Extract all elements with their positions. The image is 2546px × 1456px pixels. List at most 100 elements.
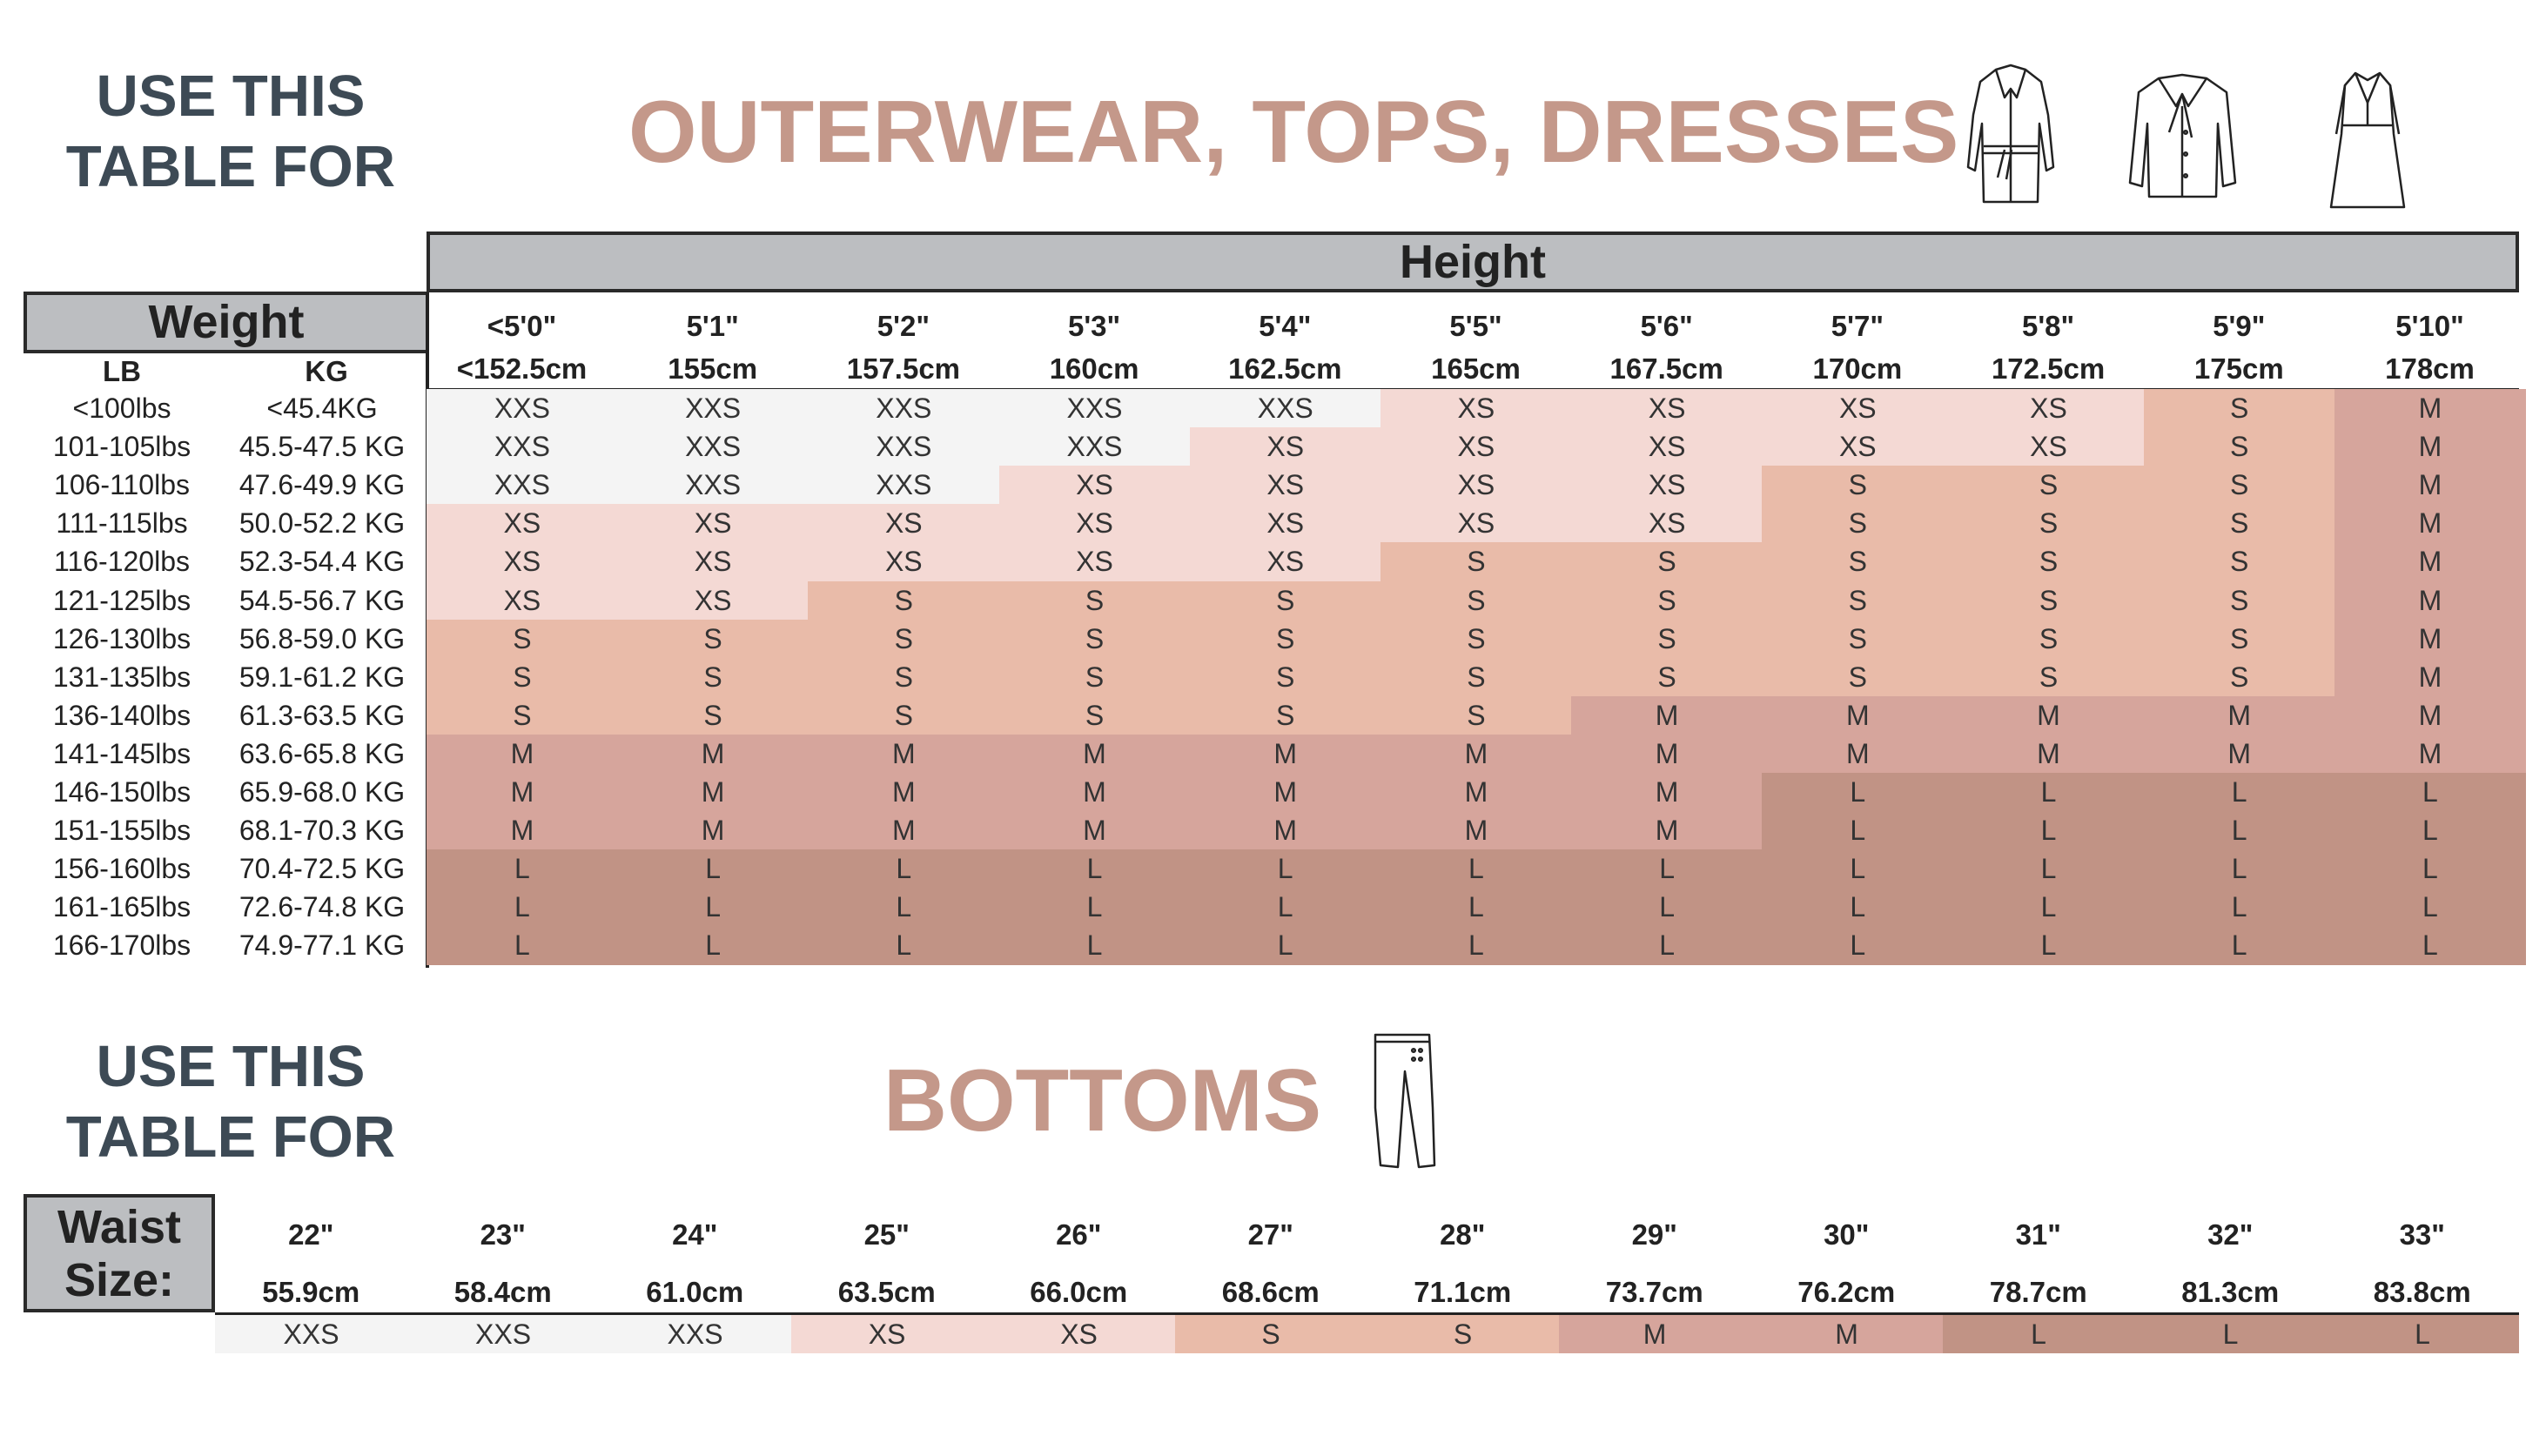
size-cell: S: [1762, 619, 1954, 659]
size-cell: M: [1571, 695, 1763, 735]
bottom-table-header-divider: [215, 1312, 2519, 1315]
height-cm-header: 167.5cm: [1609, 352, 1723, 385]
waist-cm-header: 55.9cm: [262, 1276, 360, 1308]
size-cell: M: [808, 773, 1000, 812]
size-cell: M: [2334, 427, 2526, 466]
height-header-label: Height: [1400, 236, 1546, 288]
size-cell: M: [2334, 466, 2526, 505]
size-cell: S: [998, 657, 1191, 697]
waist-size-cell: L: [2134, 1315, 2328, 1353]
size-cell: S: [998, 619, 1191, 659]
size-cell: XXS: [808, 389, 1000, 428]
size-cell: L: [427, 926, 618, 966]
weight-header-label: Weight: [148, 296, 305, 348]
size-cell: S: [1952, 504, 2145, 543]
weight-header: Weight: [24, 292, 429, 353]
waist-cm-header: 58.4cm: [453, 1276, 552, 1308]
size-cell: L: [808, 849, 1000, 889]
waist-cm-header: 83.8cm: [2373, 1276, 2471, 1308]
size-cell: S: [2143, 466, 2335, 505]
size-cell: L: [1762, 888, 1954, 927]
size-cell: XS: [617, 542, 809, 582]
size-cell: M: [998, 811, 1191, 850]
weight-lb-label: 101-105lbs: [52, 431, 191, 463]
waist-size-cell: XS: [790, 1315, 984, 1353]
size-cell: M: [1380, 773, 1572, 812]
height-cm-header: <152.5cm: [456, 352, 588, 385]
size-cell: L: [427, 888, 618, 927]
size-cell: XS: [1380, 504, 1572, 543]
size-cell: S: [1571, 619, 1763, 659]
size-cell: L: [2143, 888, 2335, 927]
weight-lb-label: 161-165lbs: [52, 891, 191, 923]
size-cell: XS: [1189, 504, 1381, 543]
lb-column-header: LB: [103, 355, 141, 387]
waist-cm-header: 81.3cm: [2181, 1276, 2280, 1308]
top-use-title: USE THIS TABLE FOR: [35, 61, 427, 202]
size-cell: L: [2143, 773, 2335, 812]
waist-size-cell: XXS: [406, 1315, 600, 1353]
size-cell: L: [427, 849, 618, 889]
size-cell: XS: [1952, 389, 2145, 428]
size-cell: S: [2143, 657, 2335, 697]
size-cell: L: [808, 888, 1000, 927]
height-ft-header: 5'2": [877, 310, 930, 342]
height-ft-header: <5'0": [487, 310, 557, 342]
height-ft-header: 5'4": [1259, 310, 1312, 342]
height-header: Height: [427, 231, 2519, 292]
size-cell: M: [998, 734, 1191, 774]
size-cell: M: [1762, 734, 1954, 774]
size-cell: L: [617, 888, 809, 927]
size-cell: L: [1571, 888, 1763, 927]
weight-lb-label: 131-135lbs: [52, 661, 191, 693]
size-cell: S: [998, 695, 1191, 735]
size-cell: S: [1762, 657, 1954, 697]
size-cell: M: [1952, 734, 2145, 774]
size-cell: XS: [1380, 466, 1572, 505]
waist-size-header: Waist Size:: [24, 1194, 215, 1312]
size-cell: S: [808, 580, 1000, 621]
size-cell: S: [617, 619, 809, 659]
height-ft-header: 5'7": [1831, 310, 1884, 342]
waist-inch-header: 32": [2207, 1218, 2254, 1251]
size-cell: S: [1952, 657, 2145, 697]
size-cell: S: [998, 580, 1191, 621]
size-cell: L: [808, 926, 1000, 966]
waist-cm-header: 63.5cm: [837, 1276, 936, 1308]
size-cell: L: [2334, 849, 2526, 889]
size-cell: XS: [427, 504, 618, 543]
size-cell: XXS: [427, 466, 618, 505]
height-ft-header: 5'5": [1449, 310, 1502, 342]
size-cell: XS: [1189, 427, 1381, 466]
waist-size-cell: L: [2326, 1315, 2519, 1353]
dress-icon: [2324, 68, 2411, 214]
size-cell: L: [2143, 811, 2335, 850]
size-cell: M: [2334, 580, 2526, 621]
waist-inch-header: 22": [288, 1218, 334, 1251]
size-cell: S: [1952, 466, 2145, 505]
size-cell: L: [1952, 849, 2145, 889]
size-cell: L: [2334, 773, 2526, 812]
size-cell: XS: [1571, 389, 1763, 428]
size-cell: L: [1189, 888, 1381, 927]
size-cell: L: [1571, 926, 1763, 966]
size-cell: M: [1571, 773, 1763, 812]
height-ft-header: 5'9": [2213, 310, 2266, 342]
size-cell: L: [1952, 888, 2145, 927]
weight-kg-label: 47.6-49.9 KG: [238, 469, 406, 501]
height-cm-header: 165cm: [1431, 352, 1521, 385]
bottom-section-title: BOTTOMS: [883, 1052, 1322, 1150]
size-cell: S: [1952, 619, 2145, 659]
size-cell: S: [617, 657, 809, 697]
waist-line1: Waist: [57, 1201, 181, 1253]
size-cell: L: [998, 849, 1191, 889]
weight-lb-label: 146-150lbs: [52, 776, 191, 808]
waist-size-cell: XXS: [215, 1315, 408, 1353]
size-cell: S: [1189, 695, 1381, 735]
size-cell: M: [2334, 504, 2526, 543]
size-cell: L: [2143, 849, 2335, 889]
size-cell: XXS: [427, 427, 618, 466]
size-cell: S: [808, 695, 1000, 735]
size-cell: XS: [1189, 542, 1381, 582]
size-cell: L: [617, 849, 809, 889]
